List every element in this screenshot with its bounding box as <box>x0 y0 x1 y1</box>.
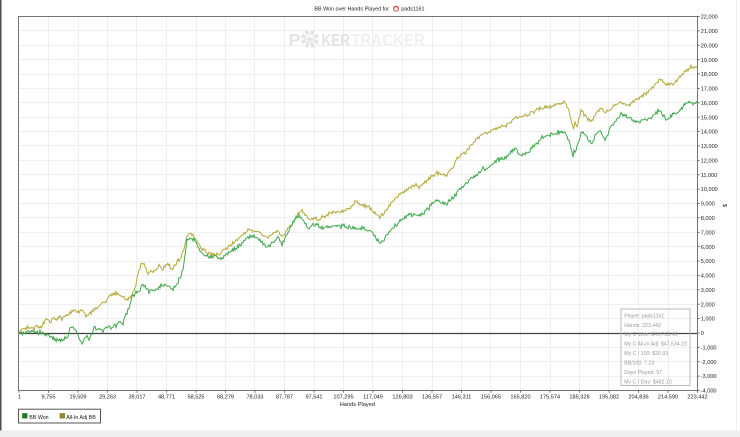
svg-text:12,000: 12,000 <box>701 158 718 164</box>
svg-text:My C / Day: $482.10: My C / Day: $482.10 <box>624 379 671 385</box>
svg-text:9,000: 9,000 <box>701 202 715 208</box>
svg-text:$: $ <box>721 204 727 208</box>
svg-text:39,017: 39,017 <box>128 395 145 401</box>
svg-text:My C Won: $46,763.45: My C Won: $46,763.45 <box>624 332 677 338</box>
svg-text:18,000: 18,000 <box>701 72 718 78</box>
svg-text:13,000: 13,000 <box>701 144 718 150</box>
svg-text:78,033: 78,033 <box>246 395 263 401</box>
svg-text:P: P <box>289 30 301 50</box>
svg-text:48,771: 48,771 <box>158 395 175 401</box>
svg-text:214,590: 214,590 <box>658 395 678 401</box>
svg-text:68,279: 68,279 <box>217 395 234 401</box>
svg-text:-4,000: -4,000 <box>701 389 717 395</box>
svg-text:pads1161: pads1161 <box>401 7 424 13</box>
svg-text:0: 0 <box>701 331 704 337</box>
svg-text:87,787: 87,787 <box>276 395 293 401</box>
svg-text:TRACKER: TRACKER <box>351 30 425 50</box>
svg-text:11,000: 11,000 <box>701 173 718 179</box>
svg-text:1,000: 1,000 <box>701 317 715 323</box>
svg-text:156,065: 156,065 <box>481 395 501 401</box>
svg-text:175,574: 175,574 <box>540 395 560 401</box>
svg-text:KER: KER <box>322 30 351 50</box>
svg-text:126,803: 126,803 <box>392 395 412 401</box>
svg-text:14,000: 14,000 <box>701 130 718 136</box>
svg-text:3,000: 3,000 <box>701 288 715 294</box>
svg-text:223,442: 223,442 <box>687 395 707 401</box>
svg-text:5,000: 5,000 <box>701 259 715 265</box>
svg-text:All-In Adj BB: All-In Adj BB <box>66 415 96 421</box>
svg-text:10,000: 10,000 <box>701 187 718 193</box>
svg-text:Days Played: 97: Days Played: 97 <box>624 370 662 376</box>
svg-text:107,295: 107,295 <box>333 395 353 401</box>
svg-text:146,311: 146,311 <box>452 395 472 401</box>
svg-text:29,263: 29,263 <box>99 395 116 401</box>
svg-text:BB Won: BB Won <box>29 415 48 421</box>
svg-text:BB Won over Hands Played for: BB Won over Hands Played for <box>314 7 389 13</box>
svg-text:136,557: 136,557 <box>422 395 442 401</box>
svg-text:Hands Played: Hands Played <box>340 402 375 408</box>
svg-text:19,000: 19,000 <box>701 58 718 64</box>
svg-text:165,820: 165,820 <box>510 395 530 401</box>
svg-text:My C / 100: $20.93: My C / 100: $20.93 <box>624 351 668 357</box>
svg-text:Player: pads1161: Player: pads1161 <box>624 313 664 319</box>
svg-text:-1,000: -1,000 <box>701 345 717 351</box>
svg-text:117,049: 117,049 <box>363 395 383 401</box>
svg-text:204,836: 204,836 <box>628 395 648 401</box>
svg-text:7,000: 7,000 <box>701 230 715 236</box>
svg-text:17,000: 17,000 <box>701 87 718 93</box>
svg-text:Hands: 223,442: Hands: 223,442 <box>624 323 661 329</box>
svg-text:20,000: 20,000 <box>701 43 718 49</box>
svg-text:9,755: 9,755 <box>42 395 56 401</box>
svg-text:185,328: 185,328 <box>569 395 589 401</box>
svg-text:22,000: 22,000 <box>701 15 718 21</box>
svg-text:2,000: 2,000 <box>701 302 715 308</box>
svg-text:BB/100: 7.23: BB/100: 7.23 <box>624 361 654 367</box>
svg-text:4,000: 4,000 <box>701 274 715 280</box>
svg-text:6,000: 6,000 <box>701 245 715 251</box>
svg-text:97,541: 97,541 <box>305 395 322 401</box>
svg-text:-2,000: -2,000 <box>701 360 717 366</box>
svg-text:16,000: 16,000 <box>701 101 718 107</box>
svg-text:8,000: 8,000 <box>701 216 715 222</box>
svg-text:195,082: 195,082 <box>599 395 619 401</box>
svg-text:1: 1 <box>18 395 21 401</box>
svg-text:58,525: 58,525 <box>187 395 204 401</box>
svg-text:19,509: 19,509 <box>69 395 86 401</box>
svg-text:21,000: 21,000 <box>701 29 718 35</box>
svg-text:-3,000: -3,000 <box>701 374 717 380</box>
svg-text:My C All-In Adj: $47,534.23: My C All-In Adj: $47,534.23 <box>624 342 687 348</box>
svg-text:15,000: 15,000 <box>701 115 718 121</box>
